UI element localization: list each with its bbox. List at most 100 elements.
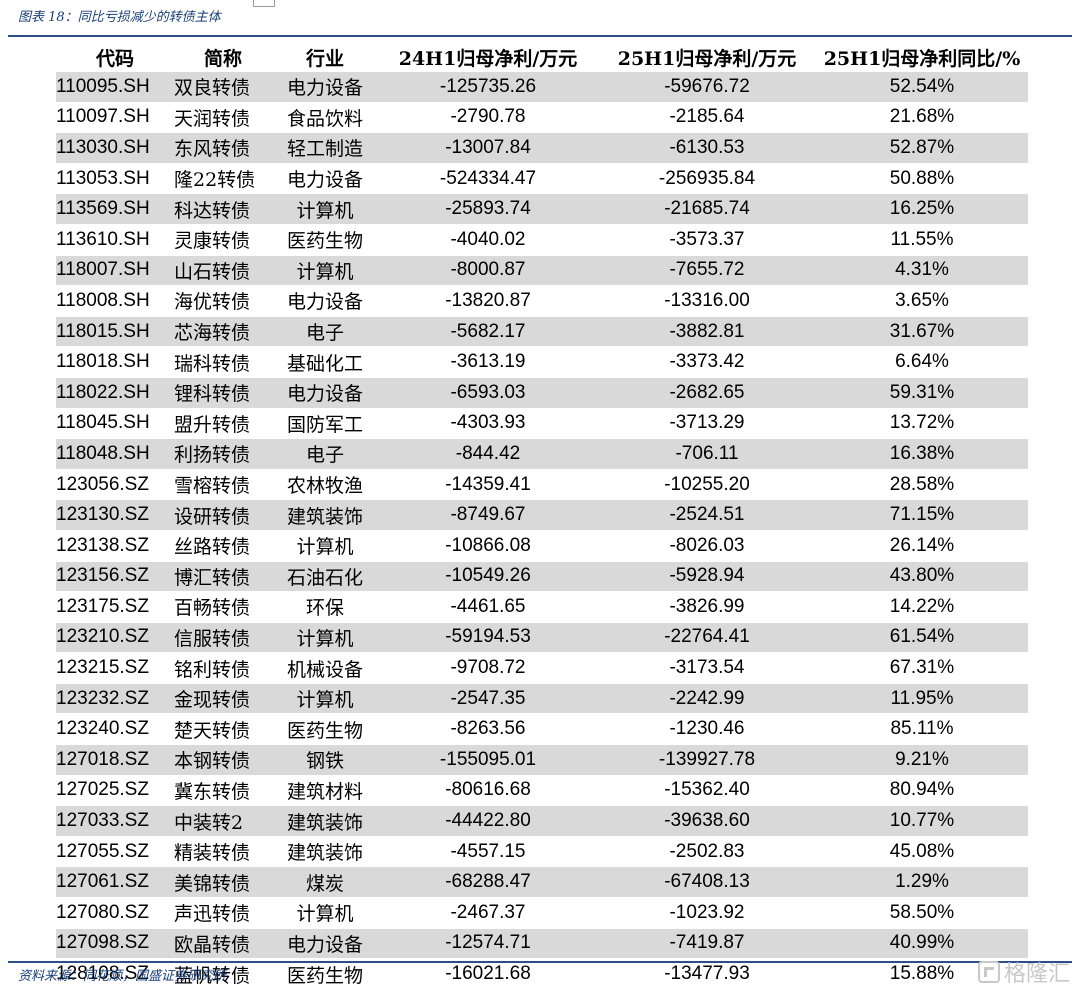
convertible-bond-table: 代码 简称 行业 24H1归母净利/万元 25H1归母净利/万元 25H1归母净… [56,43,1028,990]
header-24h1-net-profit: 24H1归母净利/万元 [378,43,598,72]
cell-yoy-change: 80.94% [816,775,1028,807]
cell-yoy-change: 4.31% [816,255,1028,287]
cell-24h1-net-profit: -8749.67 [378,499,598,531]
cell-short-name: 信服转债 [174,622,272,654]
cell-short-name: 百畅转债 [174,591,272,623]
cell-short-name: 天润转债 [174,102,272,134]
cell-industry: 建筑装饰 [272,805,378,837]
watermark-text: 格隆汇 [1003,962,1070,987]
cell-yoy-change: 85.11% [816,713,1028,746]
cell-code: 118015.SH [56,316,174,348]
cell-industry: 计算机 [272,683,378,715]
cell-short-name: 设研转债 [174,499,272,531]
cell-25h1-net-profit: -1023.92 [598,897,816,929]
watermark-logo-icon [977,961,1000,983]
cell-short-name: 山石转债 [174,255,272,287]
table-row: 110097.SH 天润转债 食品饮料 -2790.78 -2185.64 21.68% [56,102,1028,134]
cell-25h1-net-profit: -7419.87 [598,928,816,960]
cell-25h1-net-profit: -3373.42 [598,346,816,378]
cell-short-name: 楚天转债 [174,713,272,746]
table-row: 123130.SZ 设研转债 建筑装饰 -8749.67 -2524.51 71.15% [56,499,1028,531]
cell-24h1-net-profit: -80616.68 [378,775,598,807]
cell-24h1-net-profit: -10549.26 [378,561,598,593]
table-row: 123056.SZ 雪榕转债 农林牧渔 -14359.41 -10255.20 28.58… [56,469,1028,501]
cell-code: 127061.SZ [56,866,174,899]
cell-24h1-net-profit: -9708.72 [378,652,598,684]
cell-25h1-net-profit: -3173.54 [598,652,816,684]
table-row: 127025.SZ 冀东转债 建筑材料 -80616.68 -15362.40 80.94… [56,775,1028,807]
cell-code: 118008.SH [56,285,174,317]
cell-yoy-change: 11.95% [816,683,1028,715]
table-row: 127055.SZ 精装转债 建筑装饰 -4557.15 -2502.83 45.08% [56,836,1028,868]
bottom-rule [8,961,1072,963]
cell-yoy-change: 59.31% [816,377,1028,409]
cell-industry: 电力设备 [272,71,378,103]
cell-25h1-net-profit: -2524.51 [598,499,816,531]
cell-24h1-net-profit: -5682.17 [378,316,598,348]
top-rule [8,35,1072,37]
cell-industry: 计算机 [272,622,378,654]
figure-caption: 图表 18：同比亏损减少的转债主体 [18,10,221,25]
cell-25h1-net-profit: -39638.60 [598,805,816,837]
cell-25h1-net-profit: -15362.40 [598,775,816,807]
table-row: 123175.SZ 百畅转债 环保 -4461.65 -3826.99 14.22% [56,591,1028,623]
cell-industry: 轻工制造 [272,132,378,164]
table-body: 110095.SH 双良转债 电力设备 -125735.26 -59676.72 52.5… [56,71,1028,990]
cell-industry: 食品饮料 [272,102,378,134]
cell-industry: 计算机 [272,897,378,929]
cell-short-name: 瑞科转债 [174,346,272,378]
cell-code: 123056.SZ [56,469,174,501]
cell-yoy-change: 13.72% [816,408,1028,440]
table-row: 127080.SZ 声迅转债 计算机 -2467.37 -1023.92 58.50% [56,897,1028,929]
cell-yoy-change: 67.31% [816,652,1028,684]
cell-code: 127018.SZ [56,744,174,776]
table-row: 123240.SZ 楚天转债 医药生物 -8263.56 -1230.46 85.11% [56,713,1028,746]
table-row: 113569.SH 科达转债 计算机 -25893.74 -21685.74 16.25% [56,193,1028,225]
cell-short-name: 盟升转债 [174,408,272,440]
table-row: 127033.SZ 中装转2 建筑装饰 -44422.80 -39638.60 10.77… [56,805,1028,837]
cell-25h1-net-profit: -10255.20 [598,469,816,501]
cell-yoy-change: 14.22% [816,591,1028,623]
table-row: 123156.SZ 博汇转债 石油石化 -10549.26 -5928.94 43.80% [56,561,1028,593]
table-row: 118018.SH 瑞科转债 基础化工 -3613.19 -3373.42 6.64% [56,346,1028,378]
cell-industry: 建筑材料 [272,775,378,807]
cell-code: 118048.SH [56,438,174,470]
cell-yoy-change: 28.58% [816,469,1028,501]
cell-yoy-change: 26.14% [816,530,1028,562]
cell-yoy-change: 43.80% [816,561,1028,593]
cell-25h1-net-profit: -21685.74 [598,193,816,225]
cell-code: 118022.SH [56,377,174,409]
cell-industry: 基础化工 [272,346,378,378]
cell-25h1-net-profit: -67408.13 [598,866,816,899]
header-code: 代码 [56,43,174,72]
cell-yoy-change: 21.68% [816,102,1028,134]
cell-25h1-net-profit: -3713.29 [598,408,816,440]
cell-short-name: 科达转债 [174,193,272,225]
cell-code: 118007.SH [56,255,174,287]
cell-code: 127025.SZ [56,775,174,807]
cell-24h1-net-profit: -2467.37 [378,897,598,929]
cell-code: 127055.SZ [56,836,174,868]
cell-24h1-net-profit: -25893.74 [378,193,598,225]
cell-24h1-net-profit: -125735.26 [378,71,598,103]
cell-25h1-net-profit: -6130.53 [598,132,816,164]
cell-yoy-change: 11.55% [816,224,1028,256]
cell-24h1-net-profit: -844.42 [378,438,598,470]
table-row: 123210.SZ 信服转债 计算机 -59194.53 -22764.41 61.54% [56,622,1028,654]
cell-24h1-net-profit: -12574.71 [378,928,598,960]
cell-industry: 医药生物 [272,713,378,746]
cell-code: 118045.SH [56,408,174,440]
source-note: 资料来源：同花顺，国盛证券研究所 [18,969,227,984]
cell-short-name: 双良转债 [174,71,272,103]
cell-short-name: 雪榕转债 [174,469,272,501]
table-row: 113610.SH 灵康转债 医药生物 -4040.02 -3573.37 11.55% [56,224,1028,256]
table-row: 127061.SZ 美锦转债 煤炭 -68288.47 -67408.13 1.29% [56,866,1028,899]
cell-24h1-net-profit: -155095.01 [378,744,598,776]
cell-short-name: 声迅转债 [174,897,272,929]
cell-industry: 电力设备 [272,163,378,195]
cell-code: 123130.SZ [56,499,174,531]
cell-code: 118018.SH [56,346,174,378]
cell-short-name: 灵康转债 [174,224,272,256]
table-row: 118045.SH 盟升转债 国防军工 -4303.93 -3713.29 13.72% [56,408,1028,440]
cell-24h1-net-profit: -13007.84 [378,132,598,164]
